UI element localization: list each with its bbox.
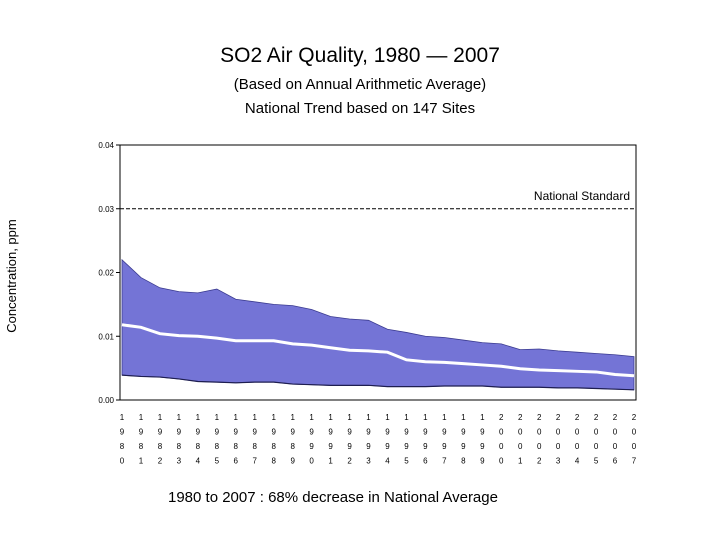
- chart-subtitle-1: (Based on Annual Arithmetic Average): [233, 76, 487, 93]
- average-line: [121, 323, 635, 378]
- chart-title: SO2 Air Quality, 1980 — 2007: [220, 44, 500, 67]
- y-tick-label: 0.04: [98, 141, 114, 150]
- national-standard-label: National Standard: [534, 189, 630, 203]
- y-tick-label: 0.01: [98, 332, 114, 341]
- y-tick-label: 0.00: [98, 396, 114, 405]
- y-tick-label: 0.02: [98, 269, 114, 278]
- chart-subtitle-2: National Trend based on 147 Sites: [244, 100, 476, 117]
- y-tick-label: 0.03: [98, 205, 114, 214]
- lower-bound-line: [121, 374, 635, 391]
- footer-note: 1980 to 2007 : 68% decrease in National …: [168, 489, 498, 506]
